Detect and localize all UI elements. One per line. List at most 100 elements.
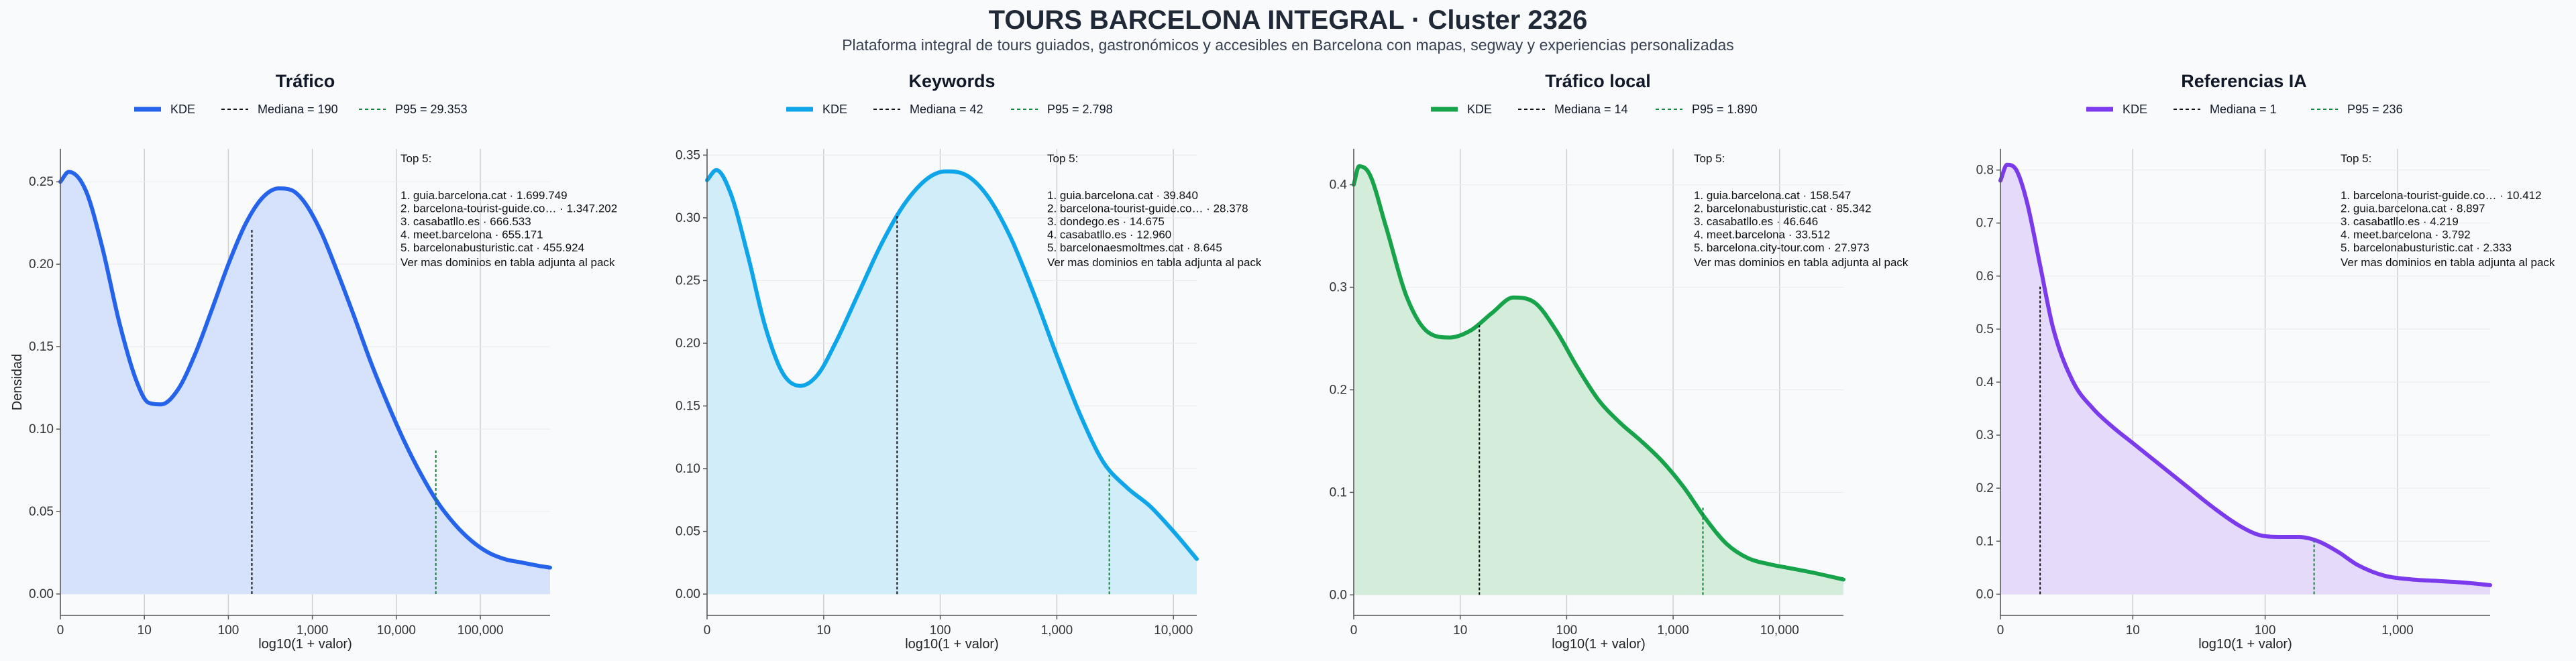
x-tick-label: 100 bbox=[930, 623, 951, 638]
x-tick-label: 10 bbox=[138, 623, 152, 638]
kde-panel: Tráfico KDE Mediana = 190 P95 = 29.353 0 10 10… bbox=[29, 71, 617, 652]
top5-item: 4. meet.barcelona · 3.792 bbox=[2341, 229, 2471, 241]
x-tick-label: 10 bbox=[2126, 623, 2140, 638]
x-tick-label: 0 bbox=[1350, 623, 1358, 638]
y-tick-label: 0.7 bbox=[1976, 217, 1994, 231]
top5-item: 3. casabatllo.es · 46.646 bbox=[1694, 215, 1818, 228]
top5-heading: Top 5: bbox=[400, 152, 431, 165]
x-tick-label: 0 bbox=[1997, 623, 2004, 638]
legend-median-label: Mediana = 1 bbox=[2210, 103, 2277, 116]
top5-item: 5. barcelona.city-tour.com · 27.973 bbox=[1694, 241, 1870, 254]
x-tick-label: 10,000 bbox=[377, 623, 416, 638]
x-tick-label: 100 bbox=[2255, 623, 2276, 638]
x-tick-label: 100 bbox=[218, 623, 239, 638]
panel-title: Keywords bbox=[908, 71, 995, 91]
top5-item: 1. guia.barcelona.cat · 158.547 bbox=[1694, 189, 1851, 202]
legend-kde-label: KDE bbox=[822, 103, 847, 116]
legend-median-label: Mediana = 42 bbox=[910, 103, 983, 116]
legend-median-label: Mediana = 190 bbox=[258, 103, 338, 116]
y-tick-label: 0.1 bbox=[1330, 485, 1347, 499]
top5-item: 2. guia.barcelona.cat · 8.897 bbox=[2341, 202, 2485, 215]
y-axis-label: Densidad bbox=[10, 354, 25, 411]
y-tick-label: 0.10 bbox=[676, 462, 700, 476]
kde-area-fill bbox=[1354, 166, 1843, 595]
top5-item: 2. barcelona-tourist-guide.co… · 1.347.2… bbox=[400, 202, 617, 215]
top5-note: Ver mas dominios en tabla adjunta al pac… bbox=[2341, 256, 2555, 269]
y-tick-label: 0.35 bbox=[676, 148, 700, 162]
y-tick-label: 0.4 bbox=[1976, 375, 1994, 389]
kde-panel: Referencias IA KDE Mediana = 1 P95 = 236 0 10… bbox=[1976, 71, 2555, 652]
x-tick-label: 10,000 bbox=[1760, 623, 1799, 638]
x-tick-label: 1,000 bbox=[1041, 623, 1073, 638]
kde-curve bbox=[705, 168, 1199, 561]
legend-p95-label: P95 = 29.353 bbox=[395, 103, 468, 116]
y-tick-label: 0.00 bbox=[29, 587, 54, 601]
x-tick-label: 1,000 bbox=[1657, 623, 1689, 638]
x-axis-label: log10(1 + valor) bbox=[1552, 637, 1646, 652]
x-tick-label: 10 bbox=[816, 623, 830, 638]
x-tick-label: 10,000 bbox=[1154, 623, 1193, 638]
top5-note: Ver mas dominios en tabla adjunta al pac… bbox=[1047, 256, 1262, 269]
legend-p95-label: P95 = 236 bbox=[2347, 103, 2403, 116]
kde-curve bbox=[1998, 162, 2492, 587]
top5-item: 3. dondego.es · 14.675 bbox=[1047, 215, 1165, 228]
y-tick-label: 0.3 bbox=[1330, 281, 1347, 295]
y-tick-label: 0.4 bbox=[1330, 178, 1348, 192]
top5-heading: Top 5: bbox=[2341, 152, 2371, 165]
top5-heading: Top 5: bbox=[1047, 152, 1078, 165]
x-tick-label: 0 bbox=[57, 623, 64, 638]
top5-item: 4. casabatllo.es · 12.960 bbox=[1047, 229, 1171, 241]
y-tick-label: 0.30 bbox=[676, 211, 700, 225]
x-tick-label: 1,000 bbox=[2381, 623, 2414, 638]
kde-curve bbox=[1352, 164, 1845, 582]
kde-panel: Keywords KDE Mediana = 42 P95 = 2.798 0 10 100… bbox=[676, 71, 1262, 652]
top5-item: 3. casabatllo.es · 4.219 bbox=[2341, 215, 2459, 228]
x-axis-label: log10(1 + valor) bbox=[905, 637, 999, 652]
page-title: TOURS BARCELONA INTEGRAL · Cluster 2326 bbox=[988, 5, 1588, 35]
top5-item: 5. barcelonabusturistic.cat · 2.333 bbox=[2341, 241, 2512, 254]
page-subtitle: Plataforma integral de tours guiados, ga… bbox=[842, 36, 1734, 54]
legend-p95-label: P95 = 2.798 bbox=[1047, 103, 1113, 116]
x-axis-label: log10(1 + valor) bbox=[258, 637, 352, 652]
top5-item: 5. barcelonaesmoltmes.cat · 8.645 bbox=[1047, 241, 1222, 254]
top5-heading: Top 5: bbox=[1694, 152, 1725, 165]
y-tick-label: 0.10 bbox=[29, 422, 54, 436]
y-tick-label: 0.3 bbox=[1976, 428, 1994, 442]
panel-title: Referencias IA bbox=[2181, 71, 2307, 91]
top5-item: 1. barcelona-tourist-guide.co… · 10.412 bbox=[2341, 189, 2542, 202]
top5-item: 4. meet.barcelona · 655.171 bbox=[400, 229, 543, 241]
top5-annotation: Top 5: 1. guia.barcelona.cat · 158.5472. … bbox=[1694, 152, 1909, 269]
top5-note: Ver mas dominios en tabla adjunta al pac… bbox=[400, 256, 615, 269]
legend-p95-label: P95 = 1.890 bbox=[1692, 103, 1758, 116]
top5-item: 1. guia.barcelona.cat · 1.699.749 bbox=[400, 189, 568, 202]
x-tick-label: 100,000 bbox=[458, 623, 504, 638]
y-tick-label: 0.25 bbox=[676, 274, 700, 288]
kde-panel: Tráfico local KDE Mediana = 14 P95 = 1.890 0… bbox=[1330, 71, 1909, 652]
y-tick-label: 0.2 bbox=[1976, 481, 1994, 495]
x-tick-label: 0 bbox=[704, 623, 711, 638]
y-tick-label: 0.05 bbox=[29, 505, 54, 519]
panel-title: Tráfico local bbox=[1545, 71, 1651, 91]
y-tick-label: 0.20 bbox=[676, 337, 700, 351]
top5-item: 5. barcelonabusturistic.cat · 455.924 bbox=[400, 241, 584, 254]
y-tick-label: 0.0 bbox=[1330, 588, 1347, 602]
legend-kde-label: KDE bbox=[1467, 103, 1492, 116]
legend-kde-label: KDE bbox=[170, 103, 195, 116]
legend-kde-label: KDE bbox=[2123, 103, 2147, 116]
y-tick-label: 0.5 bbox=[1976, 322, 1994, 337]
legend: KDE Mediana = 1 P95 = 236 bbox=[2086, 103, 2403, 116]
kde-area-fill bbox=[707, 170, 1197, 595]
kde-area-fill bbox=[2000, 164, 2490, 595]
top5-annotation: Top 5: 1. barcelona-tourist-guide.co… · 1… bbox=[2341, 152, 2555, 269]
y-tick-label: 0.15 bbox=[676, 400, 700, 414]
y-tick-label: 0.00 bbox=[676, 587, 700, 601]
y-tick-label: 0.15 bbox=[29, 340, 54, 354]
x-tick-label: 100 bbox=[1556, 623, 1578, 638]
y-tick-label: 0.1 bbox=[1976, 534, 1994, 548]
y-tick-label: 0.05 bbox=[676, 525, 700, 539]
legend-median-label: Mediana = 14 bbox=[1554, 103, 1628, 116]
top5-item: 2. barcelonabusturistic.cat · 85.342 bbox=[1694, 202, 1872, 215]
y-tick-label: 0.25 bbox=[29, 175, 54, 189]
